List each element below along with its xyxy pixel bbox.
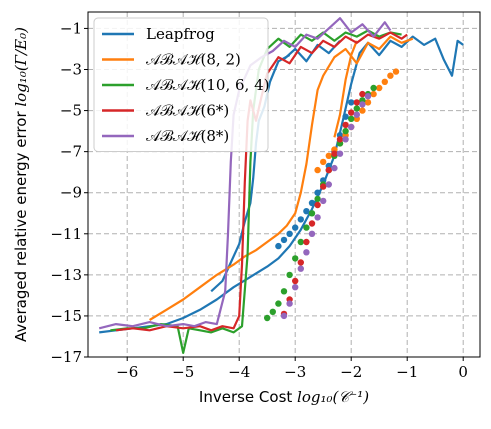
series-point	[348, 99, 355, 106]
plot-area	[98, 17, 464, 354]
y-tick-label: −13	[50, 266, 82, 284]
y-tick-label: −11	[50, 225, 82, 243]
x-tick-label: 0	[458, 363, 468, 381]
series-point	[314, 166, 321, 174]
x-tick-label: −5	[172, 363, 194, 381]
series-point	[280, 312, 288, 320]
ticks: −6 −5 −4 −3 −2 −1 0 −17 −15 −13 −11 −9 −7 −5 −3 −1	[50, 19, 468, 381]
series-point	[314, 195, 321, 203]
series-point	[336, 150, 344, 157]
series-point	[359, 101, 366, 108]
series-point	[376, 84, 383, 92]
series-point	[387, 72, 394, 79]
series-point	[353, 99, 360, 106]
series-point	[286, 230, 293, 237]
series-point	[331, 164, 338, 172]
series-point	[342, 136, 349, 143]
series-point	[308, 210, 316, 217]
legend-label: 𝒜ℬ𝒜ℋ(8, 2)	[146, 51, 241, 69]
series-point	[292, 284, 299, 291]
series-point	[336, 136, 344, 143]
series-point	[292, 277, 299, 285]
series-point	[297, 259, 304, 266]
series-point	[342, 113, 349, 120]
x-tick-label: −3	[284, 363, 306, 381]
series-point	[392, 68, 400, 75]
y-tick-label: −7	[60, 143, 82, 161]
legend-label: 𝒜ℬ𝒜ℋ(8*)	[146, 127, 229, 145]
x-tick-label: −2	[340, 363, 362, 381]
series-point	[280, 288, 288, 295]
y-tick-label: −5	[60, 102, 82, 120]
legend-label: 𝒜ℬ𝒜ℋ(10, 6, 4)	[146, 76, 269, 94]
series-point	[348, 123, 355, 131]
series-point	[292, 224, 299, 231]
series-point	[275, 300, 282, 307]
series-point	[297, 265, 304, 272]
y-tick-label: −15	[50, 307, 82, 325]
x-tick-label: −6	[116, 363, 138, 381]
series-point	[269, 308, 276, 315]
series-point	[331, 150, 338, 157]
series-point	[314, 201, 321, 209]
series-point	[364, 99, 372, 106]
series-line	[210, 54, 291, 293]
series-point	[297, 238, 304, 246]
x-tick-label: −1	[396, 363, 418, 381]
series-point	[286, 300, 293, 307]
y-tick-label: −9	[60, 184, 82, 202]
series-point	[359, 107, 366, 114]
series-point	[308, 220, 316, 227]
y-tick-label: −3	[60, 61, 82, 79]
series-point	[370, 90, 377, 98]
series-point	[325, 152, 332, 159]
series-point	[308, 230, 316, 237]
series-point	[320, 197, 327, 205]
series-point	[314, 189, 321, 196]
axes-frame	[87, 11, 481, 358]
series-line	[333, 40, 358, 138]
legend-label: Leapfrog	[146, 25, 215, 43]
y-tick-label: −17	[50, 348, 82, 366]
legend-label: 𝒜ℬ𝒜ℋ(6*)	[146, 102, 229, 120]
series-point	[286, 271, 293, 279]
x-axis-label: Inverse Cost log₁₀(𝒞⁻¹)	[199, 388, 369, 406]
y-tick-label: −1	[60, 19, 82, 37]
series-point	[308, 199, 316, 207]
series-point	[320, 158, 327, 166]
series-point	[275, 242, 282, 250]
series-line	[149, 35, 414, 321]
x-tick-label: −4	[228, 363, 250, 381]
series-point	[342, 121, 349, 129]
series-point	[303, 208, 310, 215]
series-point	[381, 78, 388, 86]
series-point	[364, 93, 372, 100]
series-point	[303, 238, 310, 246]
series-point	[342, 127, 349, 135]
series-point	[292, 255, 299, 262]
series-point	[325, 181, 332, 188]
series-point	[314, 214, 321, 221]
series-point	[320, 183, 327, 190]
y-axis-label: Averaged relative energy error log₁₀(Γ/E…	[12, 27, 30, 342]
series-point	[353, 111, 360, 118]
series-point	[303, 224, 310, 231]
series-point	[370, 84, 377, 92]
series-point	[264, 314, 271, 322]
series-point	[280, 236, 288, 244]
series-point	[353, 105, 360, 112]
series-point	[348, 115, 355, 123]
legend: Leapfrog 𝒜ℬ𝒜ℋ(8, 2) 𝒜ℬ𝒜ℋ(10, 6, 4) 𝒜ℬ𝒜ℋ(6*)…	[93, 17, 269, 152]
series-point	[303, 249, 310, 256]
series-point	[297, 216, 304, 223]
series-point	[325, 166, 332, 174]
legend-box	[93, 17, 269, 152]
series-point	[359, 90, 366, 98]
series-point	[348, 109, 355, 116]
